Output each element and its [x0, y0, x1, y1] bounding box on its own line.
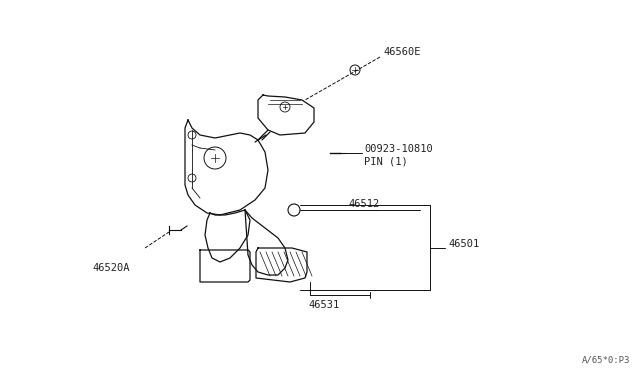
Text: 46520A: 46520A	[92, 263, 129, 273]
Text: 46512: 46512	[348, 199, 380, 209]
Text: A/65*0:P3: A/65*0:P3	[582, 356, 630, 365]
Text: 46501: 46501	[448, 239, 479, 249]
Text: PIN (1): PIN (1)	[364, 156, 408, 166]
Text: 00923-10810: 00923-10810	[364, 144, 433, 154]
Text: 46531: 46531	[308, 300, 339, 310]
Text: 46560E: 46560E	[383, 47, 420, 57]
